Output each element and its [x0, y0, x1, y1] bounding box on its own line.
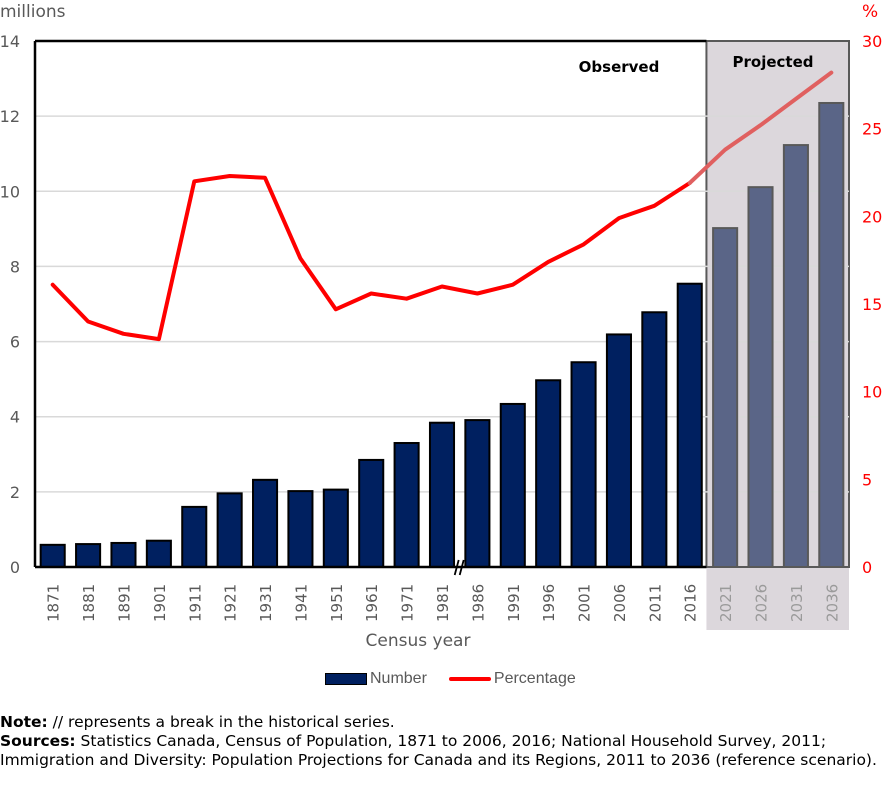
x-axis-tick-label: 1891: [115, 584, 133, 622]
projected-region-border: [705, 40, 850, 568]
bar-2016: [676, 282, 703, 568]
x-axis-tick-label: 1921: [222, 584, 240, 622]
percentage-line-observed: [50, 174, 692, 342]
sources-text: Statistics Canada, Census of Population,…: [0, 732, 877, 769]
bar-2026: [747, 186, 774, 568]
x-axis-tick-label: 1961: [363, 584, 381, 622]
x-axis-tick-label: 2036: [823, 584, 841, 622]
y-axis-tick-label: 10: [0, 182, 20, 201]
bar-1991: [499, 402, 526, 568]
x-axis-tick-label: 1981: [434, 584, 452, 622]
y-axis-unit-label: millions: [0, 2, 66, 22]
bar-1931: [252, 478, 279, 568]
bar-2006: [605, 333, 632, 568]
series-break-mark: [453, 559, 460, 576]
legend-label-percentage: Percentage: [493, 670, 576, 687]
legend-label-number: Number: [370, 670, 427, 687]
observed-region-label: Observed: [579, 58, 660, 76]
x-axis-tick-label: 1881: [80, 584, 98, 622]
percentage-line-projected: [687, 70, 834, 185]
y-axis-tick-label: 0: [10, 558, 20, 577]
x-axis-tick-label: 1931: [257, 584, 275, 622]
bar-1996: [535, 379, 562, 568]
y-axis-tick-label: 4: [10, 408, 20, 427]
bar-1921: [216, 492, 243, 568]
y-axis-tick-label: 8: [10, 257, 20, 276]
legend: Number Percentage: [325, 668, 598, 690]
bar-1901: [145, 539, 172, 569]
chart: millions % Census year 0 2 4 6 8 10 12 14 0 5 10 15…: [0, 2, 882, 651]
x-axis-tick-label: 2021: [717, 584, 735, 622]
x-axis-tick-label: 1991: [505, 584, 523, 622]
bar-2011: [641, 311, 668, 568]
bar-1981: [428, 421, 456, 568]
x-axis-tick-label: 1951: [328, 584, 346, 622]
x-axis-tick-label: 2001: [576, 584, 594, 622]
x-axis-tick-label: 1911: [186, 584, 204, 622]
y2-axis-tick-label: 20: [862, 207, 882, 226]
bar-1891: [110, 541, 137, 568]
bar-1971: [393, 442, 420, 568]
x-axis-tick-label: 1901: [151, 584, 169, 622]
legend-item-number: Number: [325, 670, 427, 688]
y2-axis-tick-label: 0: [862, 558, 872, 577]
y-axis-tick-label: 6: [10, 333, 20, 352]
bar-1911: [181, 505, 208, 568]
x-axis-tick-label: 2031: [788, 584, 806, 622]
note-line: Note: // represents a break in the histo…: [0, 713, 884, 732]
x-axis-tick-label: 2026: [753, 584, 771, 622]
series-break-mark: [458, 559, 465, 576]
x-axis-tick-label: 2006: [611, 584, 629, 622]
y2-axis-tick-label: 30: [862, 32, 882, 51]
x-axis-tick-label: 1941: [292, 584, 310, 622]
y2-axis-tick-label: 15: [862, 295, 882, 314]
legend-swatch-number: [325, 673, 367, 685]
note-label: Note:: [0, 713, 48, 731]
x-axis-tick-label: 2016: [682, 584, 700, 622]
note-text: // represents a break in the historical …: [47, 713, 395, 731]
bar-1881: [75, 543, 102, 568]
bar-2001: [570, 361, 597, 568]
y-axis-tick-label: 12: [0, 107, 20, 126]
bar-1986: [464, 419, 491, 568]
y2-axis-tick-label: 10: [862, 383, 882, 402]
bar-2036: [818, 101, 845, 568]
x-axis-tick-label: 2011: [646, 584, 664, 622]
y-axis-tick-label: 14: [0, 32, 20, 51]
bar-2031: [782, 144, 809, 569]
projected-region-label: Projected: [733, 53, 814, 71]
bar-1941: [287, 490, 314, 568]
x-axis-tick-label: 1986: [469, 584, 487, 622]
x-axis-tick-label: 1996: [540, 584, 558, 622]
y2-axis-unit-label: %: [862, 2, 878, 22]
y-axis-tick-label: 2: [10, 483, 20, 502]
sources-line: Sources: Statistics Canada, Census of Po…: [0, 732, 884, 770]
x-axis-title: Census year: [366, 631, 471, 651]
sources-label: Sources:: [0, 732, 76, 750]
chart-notes: Note: // represents a break in the histo…: [0, 713, 884, 770]
legend-swatch-percentage: [448, 677, 491, 681]
x-axis-tick-label: 1871: [45, 584, 63, 622]
x-axis-tick-label: 1971: [399, 584, 417, 622]
bar-2021: [712, 227, 739, 568]
bar-1961: [358, 458, 385, 568]
y2-axis-tick-label: 25: [862, 120, 882, 139]
legend-item-percentage: Percentage: [448, 670, 576, 688]
bar-1951: [322, 488, 349, 568]
y2-axis-tick-label: 5: [862, 470, 872, 489]
bar-1871: [39, 543, 66, 569]
